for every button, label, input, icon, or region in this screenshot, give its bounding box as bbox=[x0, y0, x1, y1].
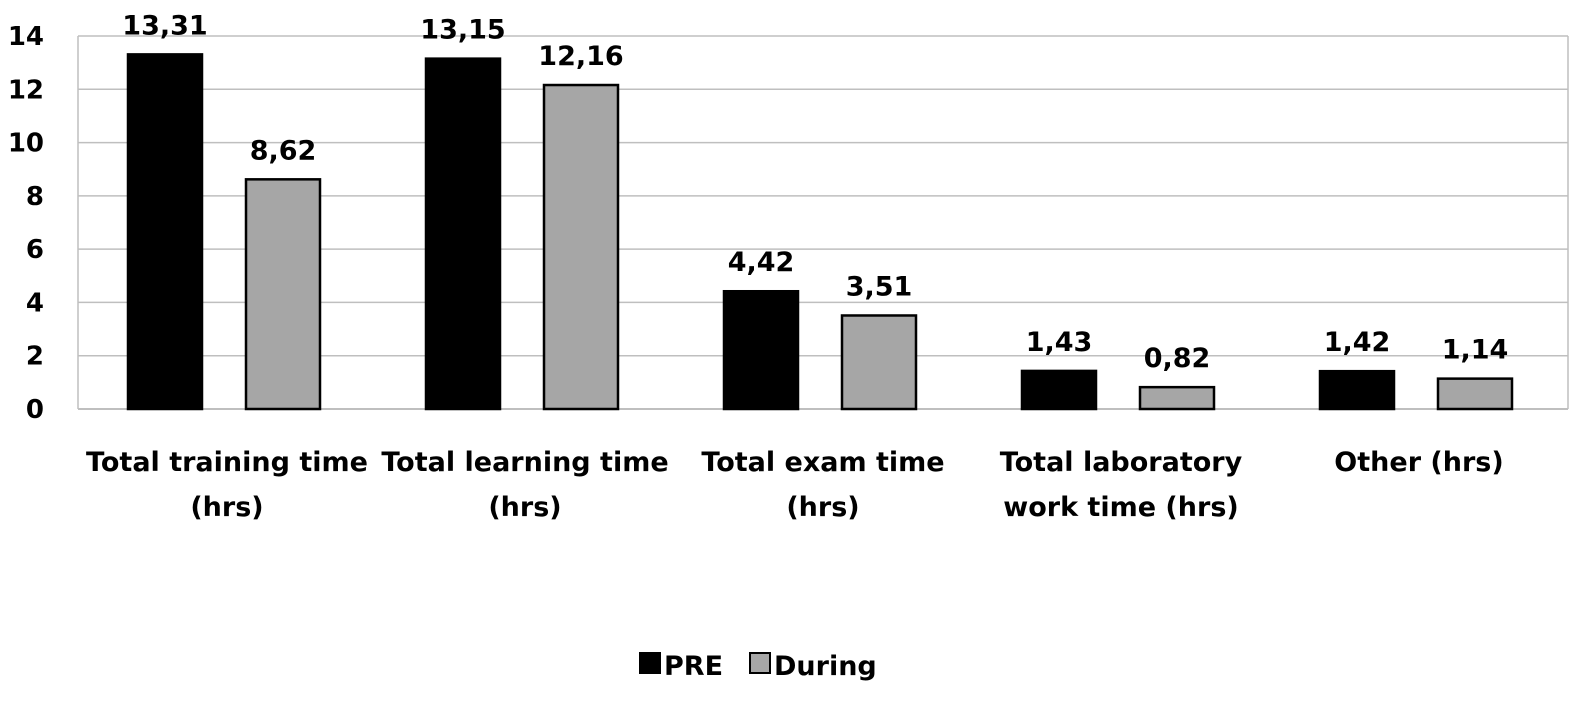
data-label: 1,43 bbox=[1026, 327, 1093, 358]
legend: PRE During bbox=[639, 651, 877, 682]
legend-label-pre: PRE bbox=[664, 651, 723, 682]
x-axis-categories: Total training time (hrs)Total learning t… bbox=[86, 447, 1504, 523]
data-label: 1,14 bbox=[1442, 335, 1509, 366]
data-label: 4,42 bbox=[728, 247, 795, 278]
y-tick-label: 4 bbox=[26, 288, 44, 318]
category-label: Total exam time (hrs) bbox=[701, 447, 944, 523]
y-tick-label: 10 bbox=[8, 129, 44, 159]
bar-during-1 bbox=[542, 83, 620, 411]
data-label: 1,42 bbox=[1324, 327, 1391, 358]
y-tick-label: 6 bbox=[26, 235, 44, 265]
data-label: 3,51 bbox=[846, 271, 913, 302]
bar-during-0 bbox=[244, 178, 322, 411]
data-label: 8,62 bbox=[250, 135, 317, 166]
legend-swatch-during bbox=[749, 652, 771, 674]
bar-pre-2 bbox=[722, 289, 800, 411]
y-tick-label: 2 bbox=[26, 342, 44, 372]
bars bbox=[126, 53, 1514, 411]
data-label: 0,82 bbox=[1144, 343, 1211, 374]
y-tick-label: 0 bbox=[26, 395, 44, 425]
gridlines bbox=[77, 35, 1569, 410]
y-tick-label: 14 bbox=[8, 22, 44, 52]
y-tick-label: 8 bbox=[26, 182, 44, 212]
bar-pre-1 bbox=[424, 57, 502, 411]
legend-label-during: During bbox=[774, 651, 877, 682]
legend-swatch-pre bbox=[639, 652, 661, 674]
bar-pre-4 bbox=[1318, 369, 1396, 411]
bar-pre-0 bbox=[126, 53, 204, 411]
data-label: 13,15 bbox=[420, 15, 505, 46]
bar-during-4 bbox=[1436, 377, 1514, 411]
bar-during-3 bbox=[1138, 385, 1216, 411]
data-label: 12,16 bbox=[538, 41, 623, 72]
y-tick-label: 12 bbox=[8, 75, 44, 105]
data-labels: 13,31 13,15 4,42 1,43 1,42 8,62 12,16 3,51 0,82 1… bbox=[122, 10, 1508, 374]
bar-pre-3 bbox=[1020, 369, 1098, 411]
bar-during-2 bbox=[840, 314, 918, 411]
category-label: Total laboratory work time (hrs) bbox=[1000, 447, 1243, 523]
data-label: 13,31 bbox=[122, 10, 207, 41]
y-axis-ticks: 0 2 4 6 8 10 12 14 bbox=[8, 22, 44, 425]
category-label: Other (hrs) bbox=[1334, 447, 1503, 478]
category-label: Total learning time (hrs) bbox=[381, 447, 668, 523]
category-label: Total training time (hrs) bbox=[86, 447, 368, 523]
